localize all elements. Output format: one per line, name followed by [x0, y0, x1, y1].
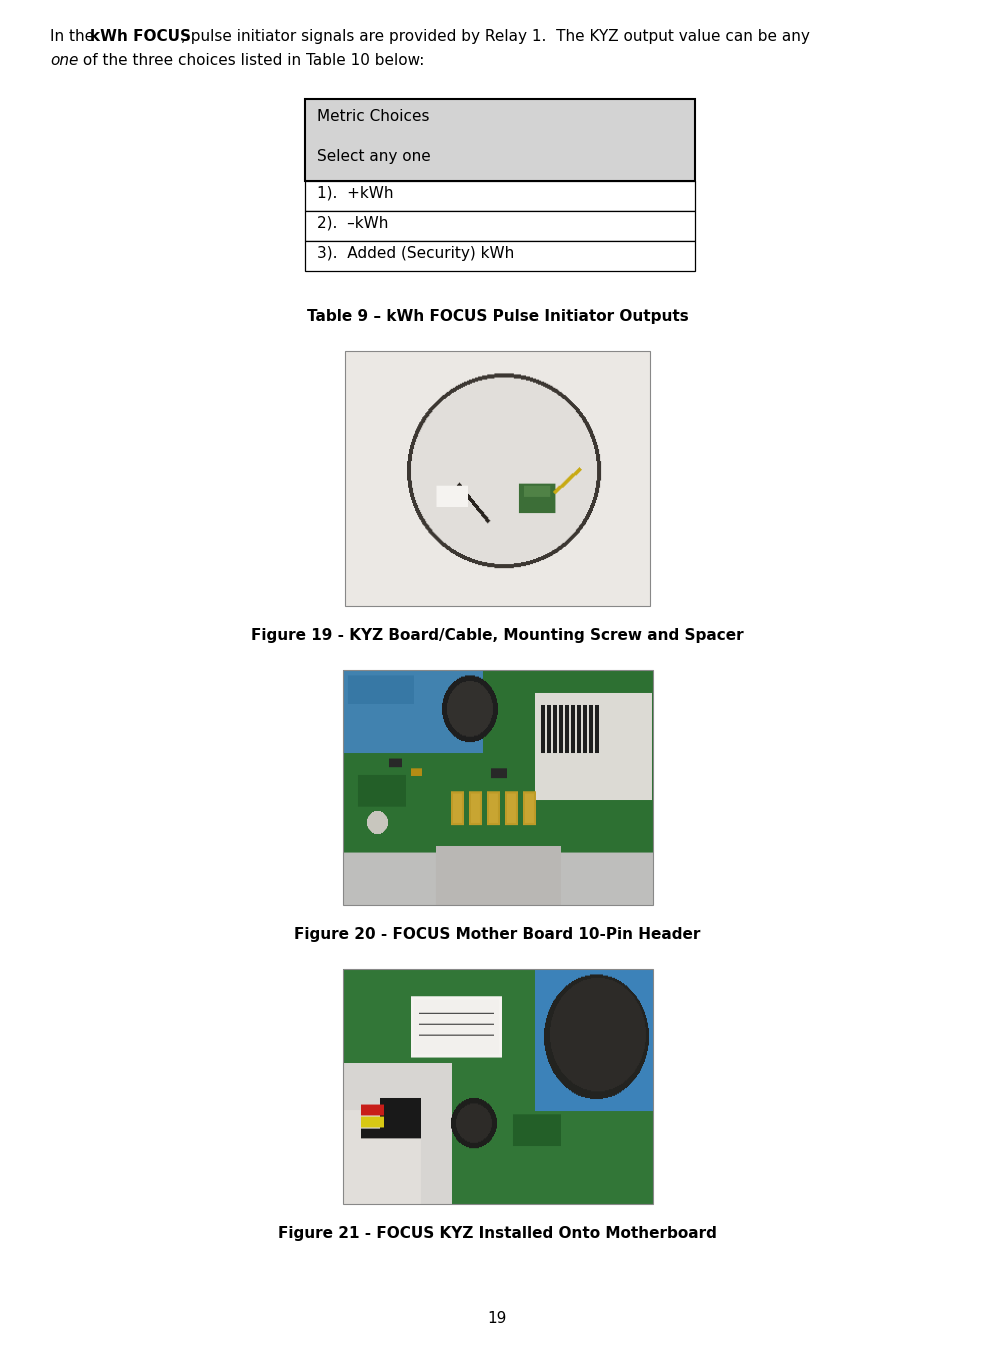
Text: Figure 20 - FOCUS Mother Board 10-Pin Header: Figure 20 - FOCUS Mother Board 10-Pin He… — [294, 927, 700, 942]
FancyBboxPatch shape — [305, 211, 694, 241]
Text: kWh FOCUS: kWh FOCUS — [89, 28, 191, 43]
Text: 3).  Added (Security) kWh: 3). Added (Security) kWh — [317, 246, 514, 261]
FancyBboxPatch shape — [305, 241, 694, 271]
Text: Figure 19 - KYZ Board/Cable, Mounting Screw and Spacer: Figure 19 - KYZ Board/Cable, Mounting Sc… — [250, 628, 744, 643]
FancyBboxPatch shape — [305, 181, 694, 211]
Text: In the: In the — [50, 28, 98, 43]
Text: 1).  +kWh: 1). +kWh — [317, 185, 393, 200]
Text: of the three choices listed in Table 10 below:: of the three choices listed in Table 10 … — [78, 53, 423, 68]
FancyBboxPatch shape — [305, 99, 694, 181]
Text: Select any one: Select any one — [317, 149, 430, 164]
Text: Figure 21 - FOCUS KYZ Installed Onto Motherboard: Figure 21 - FOCUS KYZ Installed Onto Mot… — [277, 1225, 717, 1242]
Text: Metric Choices: Metric Choices — [317, 110, 429, 125]
Text: one: one — [50, 53, 79, 68]
Text: Table 9 – kWh FOCUS Pulse Initiator Outputs: Table 9 – kWh FOCUS Pulse Initiator Outp… — [306, 309, 688, 324]
Text: 19: 19 — [487, 1311, 507, 1326]
Text: , pulse initiator signals are provided by Relay 1.  The KYZ output value can be : , pulse initiator signals are provided b… — [181, 28, 809, 43]
Text: 2).  –kWh: 2). –kWh — [317, 217, 388, 232]
